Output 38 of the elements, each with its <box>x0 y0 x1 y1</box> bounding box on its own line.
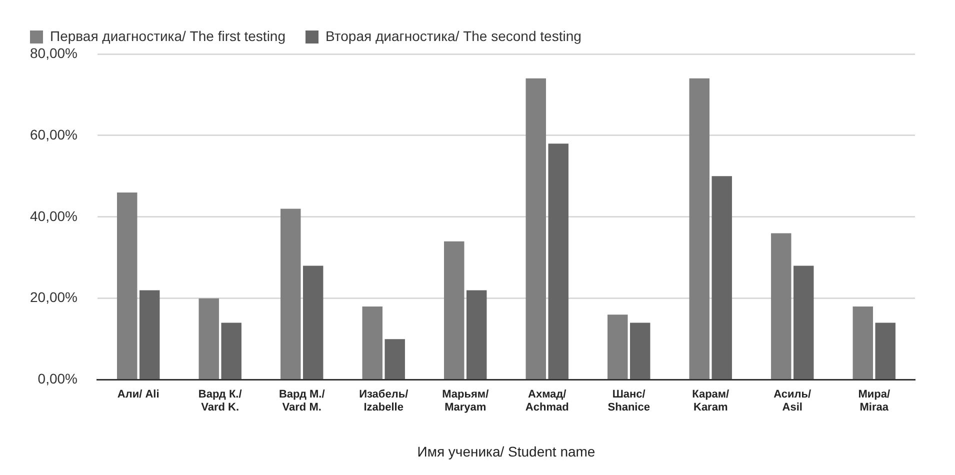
bar <box>302 266 324 380</box>
bar <box>630 322 650 380</box>
x-axis-title: Имя ученика/ Student name <box>417 443 596 460</box>
bar <box>793 266 814 380</box>
x-tick-label: Али/ Ali <box>117 388 160 400</box>
bar <box>221 322 242 380</box>
x-tick-label: Изабель/ Izabelle <box>359 388 408 414</box>
y-tick-label: 60,00% <box>30 126 78 142</box>
bar <box>689 78 710 380</box>
legend-label: Первая диагностика/ The first testing <box>50 28 286 44</box>
bar <box>444 241 464 380</box>
x-tick-label: Ахмад/ Achmad <box>525 388 569 414</box>
x-tick-label: Мира/ Miraa <box>858 388 890 414</box>
x-tick-label: Вард К./ Vard K. <box>198 388 242 414</box>
x-tick-label: Асиль/ Asil <box>774 388 812 414</box>
bar <box>466 290 487 380</box>
bar <box>384 339 405 380</box>
bar <box>117 192 138 380</box>
bar <box>608 314 628 380</box>
bar <box>280 208 301 380</box>
bar <box>771 233 792 380</box>
legend-label: Вторая диагностика/ The second testing <box>326 28 582 44</box>
y-tick-label: 20,00% <box>30 289 78 306</box>
bar <box>526 78 546 380</box>
bar <box>139 290 160 380</box>
bar <box>548 144 568 380</box>
bar <box>875 322 896 380</box>
x-tick-label: Карам/ Karam <box>692 388 730 414</box>
x-tick-label: Марьям/ Maryam <box>442 388 489 414</box>
bar <box>362 306 382 380</box>
bar <box>852 306 873 380</box>
x-tick-label: Шанс/ Shanice <box>608 388 650 414</box>
y-tick-label: 80,00% <box>30 44 78 61</box>
y-tick-label: 40,00% <box>30 208 78 224</box>
y-tick-label: 0,00% <box>38 370 78 387</box>
bar <box>712 176 732 380</box>
bar <box>198 298 219 380</box>
x-tick-label: Вард М./ Vard M. <box>278 388 325 414</box>
